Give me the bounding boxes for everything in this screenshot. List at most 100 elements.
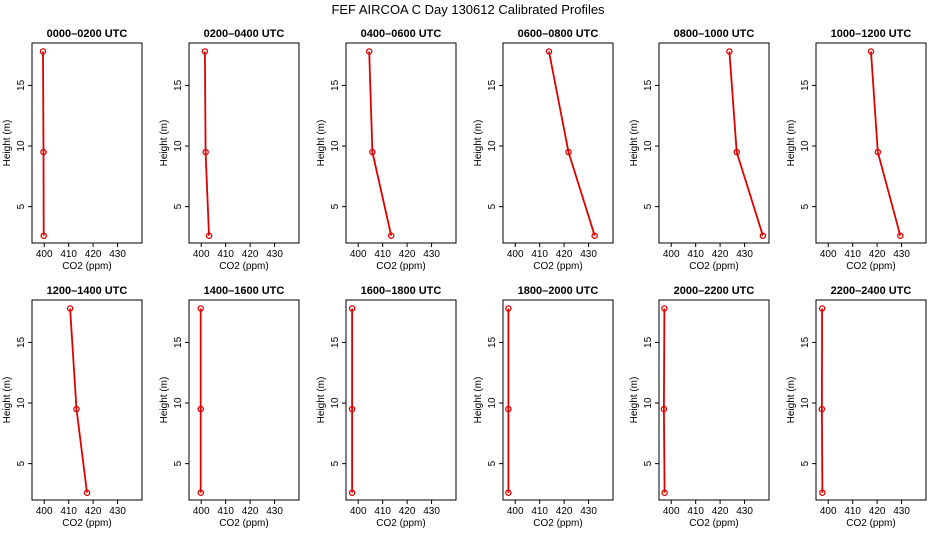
y-tick-label: 10 xyxy=(330,140,341,152)
profile-point xyxy=(505,405,512,413)
profile-point xyxy=(818,405,826,413)
profile-point xyxy=(897,232,904,239)
y-axis-label: Height (m) xyxy=(473,377,484,424)
x-tick-label: 420 xyxy=(556,249,573,260)
panels-group: 0000–0200 UTC 400 410 420 430 5 10 15 CO2 (ppm) H… xyxy=(2,28,927,529)
profile-line xyxy=(821,308,824,493)
x-tick-label: 430 xyxy=(893,506,910,517)
x-tick-label: 410 xyxy=(374,506,391,517)
profile-point xyxy=(387,232,395,239)
profile-line xyxy=(870,51,902,236)
y-tick-label: 10 xyxy=(173,397,184,409)
x-tick-label: 400 xyxy=(820,506,837,517)
y-tick-label: 15 xyxy=(330,79,341,91)
y-tick-label: 5 xyxy=(173,203,184,209)
x-axis-label: CO2 (ppm) xyxy=(689,518,738,529)
profile-point xyxy=(661,489,668,496)
profile-line xyxy=(548,51,596,236)
plot-frame xyxy=(658,299,770,501)
y-axis-label: Height (m) xyxy=(316,120,327,167)
x-tick-label: 430 xyxy=(266,249,283,260)
profile-point xyxy=(197,305,204,312)
x-tick-label: 430 xyxy=(736,249,753,260)
x-tick-label: 430 xyxy=(266,506,283,517)
profile-point xyxy=(545,48,553,55)
panel-title: 1400–1600 UTC xyxy=(204,285,285,297)
profile-line xyxy=(42,51,45,236)
x-tick-label: 410 xyxy=(844,506,861,517)
profile-line xyxy=(368,51,393,236)
profile-point xyxy=(348,489,356,496)
plot-frame xyxy=(188,42,300,244)
y-axis-label: Height (m) xyxy=(629,120,640,167)
y-tick-label: 15 xyxy=(16,79,27,91)
profile-point xyxy=(733,148,740,156)
panel-3: 0600–0800 UTC 400 410 420 430 5 10 15 CO2 (ppm) H… xyxy=(473,28,614,272)
x-tick-label: 420 xyxy=(556,506,573,517)
panel-4: 0800–1000 UTC 400 410 420 430 5 10 15 CO2 (ppm) H… xyxy=(629,28,770,272)
profile-point xyxy=(726,48,733,55)
panel-8: 1600–1800 UTC 400 410 420 430 5 10 15 CO2 (ppm) H… xyxy=(316,285,457,529)
x-tick-label: 400 xyxy=(193,249,210,260)
x-tick-label: 420 xyxy=(85,506,102,517)
x-tick-label: 420 xyxy=(869,249,886,260)
profile-point xyxy=(661,305,668,312)
profile-point xyxy=(874,148,882,156)
profile-point xyxy=(505,489,512,496)
y-tick-label: 10 xyxy=(487,140,498,152)
y-tick-label: 15 xyxy=(800,336,811,348)
y-axis-label: Height (m) xyxy=(2,120,13,167)
x-tick-label: 420 xyxy=(712,249,729,260)
y-tick-label: 10 xyxy=(800,140,811,152)
panel-9: 1800–2000 UTC 400 410 420 430 5 10 15 CO2 (ppm) H… xyxy=(473,285,614,529)
y-tick-label: 15 xyxy=(800,79,811,91)
y-axis-label: Height (m) xyxy=(786,120,797,167)
panel-title: 1200–1400 UTC xyxy=(47,285,128,297)
y-tick-label: 10 xyxy=(800,397,811,409)
x-tick-label: 430 xyxy=(736,506,753,517)
y-tick-label: 5 xyxy=(330,203,341,209)
y-tick-label: 10 xyxy=(487,397,498,409)
x-axis-label: CO2 (ppm) xyxy=(689,261,738,272)
y-tick-label: 5 xyxy=(800,203,811,209)
y-tick-label: 10 xyxy=(173,140,184,152)
x-axis-label: CO2 (ppm) xyxy=(219,518,268,529)
plot-frame xyxy=(815,299,927,501)
x-tick-label: 430 xyxy=(423,506,440,517)
x-tick-label: 400 xyxy=(507,506,524,517)
profile-point xyxy=(205,232,213,239)
profile-point xyxy=(66,305,74,312)
y-tick-label: 15 xyxy=(643,79,654,91)
x-tick-label: 410 xyxy=(531,249,548,260)
y-tick-label: 15 xyxy=(643,336,654,348)
y-tick-label: 10 xyxy=(16,140,27,152)
y-tick-label: 10 xyxy=(330,397,341,409)
y-tick-label: 10 xyxy=(16,397,27,409)
x-tick-label: 420 xyxy=(712,506,729,517)
plot-frame xyxy=(31,299,143,501)
x-axis-label: CO2 (ppm) xyxy=(846,518,895,529)
x-tick-label: 410 xyxy=(217,506,234,517)
y-tick-label: 5 xyxy=(16,460,27,466)
x-tick-label: 400 xyxy=(507,249,524,260)
profile-line xyxy=(728,51,764,236)
y-tick-label: 10 xyxy=(643,140,654,152)
y-tick-label: 5 xyxy=(487,460,498,466)
panel-title: 2200–2400 UTC xyxy=(831,285,912,297)
x-axis-label: CO2 (ppm) xyxy=(376,261,425,272)
y-axis-label: Height (m) xyxy=(473,120,484,167)
x-tick-label: 420 xyxy=(869,506,886,517)
y-tick-label: 10 xyxy=(643,397,654,409)
plot-frame xyxy=(502,42,614,244)
profile-point xyxy=(197,489,204,496)
profile-point xyxy=(591,232,598,239)
plot-frame xyxy=(345,299,457,501)
x-tick-label: 400 xyxy=(350,506,367,517)
profile-point xyxy=(365,48,373,55)
x-axis-label: CO2 (ppm) xyxy=(846,261,895,272)
panel-title: 0000–0200 UTC xyxy=(47,28,128,40)
x-tick-label: 430 xyxy=(893,249,910,260)
x-tick-label: 430 xyxy=(423,249,440,260)
plot-frame xyxy=(188,299,300,501)
plot-frame xyxy=(658,42,770,244)
